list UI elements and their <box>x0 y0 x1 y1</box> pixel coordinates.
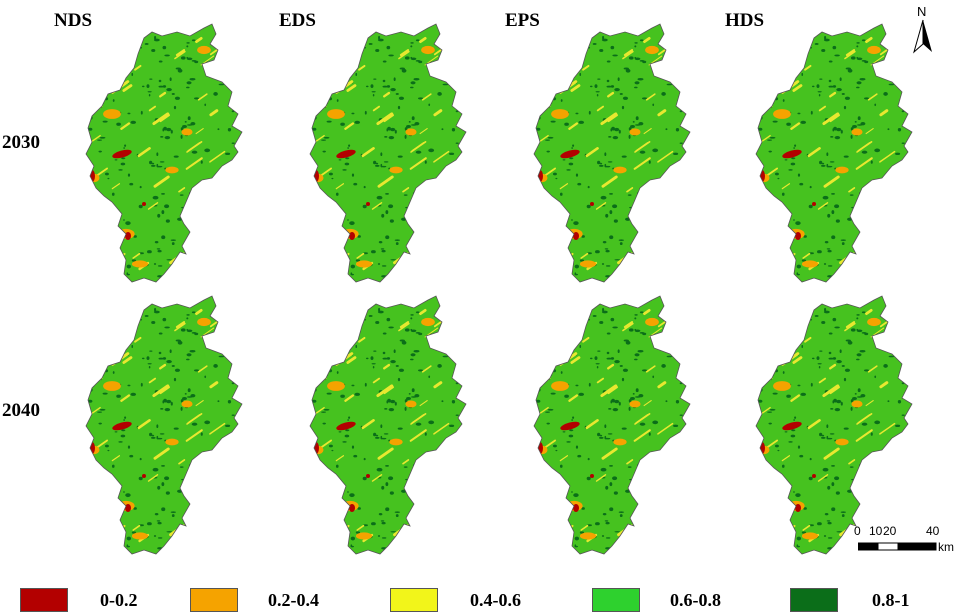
scale-unit: km <box>938 540 954 554</box>
row-title-2040: 2040 <box>2 400 40 421</box>
column-title-eds: EDS <box>279 10 316 31</box>
scale-bar-graphic <box>858 542 937 551</box>
map-eds-2040 <box>309 295 467 555</box>
map-eps-2040 <box>533 295 691 555</box>
map-eps-2030 <box>533 23 691 283</box>
map-nds-2030 <box>85 23 243 283</box>
legend-swatch-4 <box>790 588 838 612</box>
scale-tick-10: 10 <box>869 524 883 538</box>
legend-swatch-0 <box>20 588 68 612</box>
legend-swatch-2 <box>390 588 438 612</box>
scale-tick-20: 20 <box>883 524 897 538</box>
north-arrow-icon <box>913 19 932 54</box>
map-eds-2030 <box>309 23 467 283</box>
legend-swatch-1 <box>190 588 238 612</box>
map-nds-2040 <box>85 295 243 555</box>
legend-swatch-3 <box>592 588 640 612</box>
legend-label-3: 0.6-0.8 <box>670 590 721 610</box>
legend-label-1: 0.2-0.4 <box>268 590 319 610</box>
legend-label-2: 0.4-0.6 <box>470 590 521 610</box>
map-hds-2040 <box>755 295 913 555</box>
column-title-hds: HDS <box>725 10 765 31</box>
legend: 0-0.2 0.2-0.4 0.4-0.6 0.6-0.8 0.8-1 <box>0 580 962 615</box>
column-title-eps: EPS <box>505 10 540 31</box>
column-title-nds: NDS <box>54 10 93 31</box>
legend-label-0: 0-0.2 <box>100 590 138 610</box>
north-label: N <box>917 4 927 19</box>
scale-bar: 0 10 20 40 km <box>854 524 962 558</box>
scale-tick-0: 0 <box>854 524 861 538</box>
map-hds-2030 <box>755 23 913 283</box>
legend-label-4: 0.8-1 <box>872 590 910 610</box>
row-title-2030: 2030 <box>2 132 40 153</box>
scale-tick-40: 40 <box>926 524 940 538</box>
